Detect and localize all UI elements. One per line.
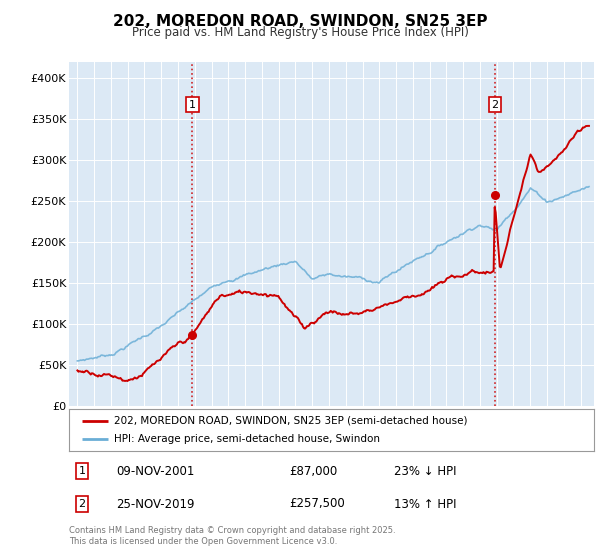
Text: 2: 2 — [491, 100, 499, 110]
Text: Contains HM Land Registry data © Crown copyright and database right 2025.
This d: Contains HM Land Registry data © Crown c… — [69, 526, 395, 546]
Text: HPI: Average price, semi-detached house, Swindon: HPI: Average price, semi-detached house,… — [113, 434, 380, 444]
Text: £257,500: £257,500 — [290, 497, 345, 511]
Text: 09-NOV-2001: 09-NOV-2001 — [116, 465, 194, 478]
Text: Price paid vs. HM Land Registry's House Price Index (HPI): Price paid vs. HM Land Registry's House … — [131, 26, 469, 39]
Text: 1: 1 — [79, 466, 86, 476]
Text: 202, MOREDON ROAD, SWINDON, SN25 3EP (semi-detached house): 202, MOREDON ROAD, SWINDON, SN25 3EP (se… — [113, 416, 467, 426]
Text: 13% ↑ HPI: 13% ↑ HPI — [395, 497, 457, 511]
Text: 1: 1 — [189, 100, 196, 110]
Text: 2: 2 — [79, 499, 86, 509]
Text: 23% ↓ HPI: 23% ↓ HPI — [395, 465, 457, 478]
Text: 25-NOV-2019: 25-NOV-2019 — [116, 497, 195, 511]
Text: £87,000: £87,000 — [290, 465, 338, 478]
Text: 202, MOREDON ROAD, SWINDON, SN25 3EP: 202, MOREDON ROAD, SWINDON, SN25 3EP — [113, 14, 487, 29]
